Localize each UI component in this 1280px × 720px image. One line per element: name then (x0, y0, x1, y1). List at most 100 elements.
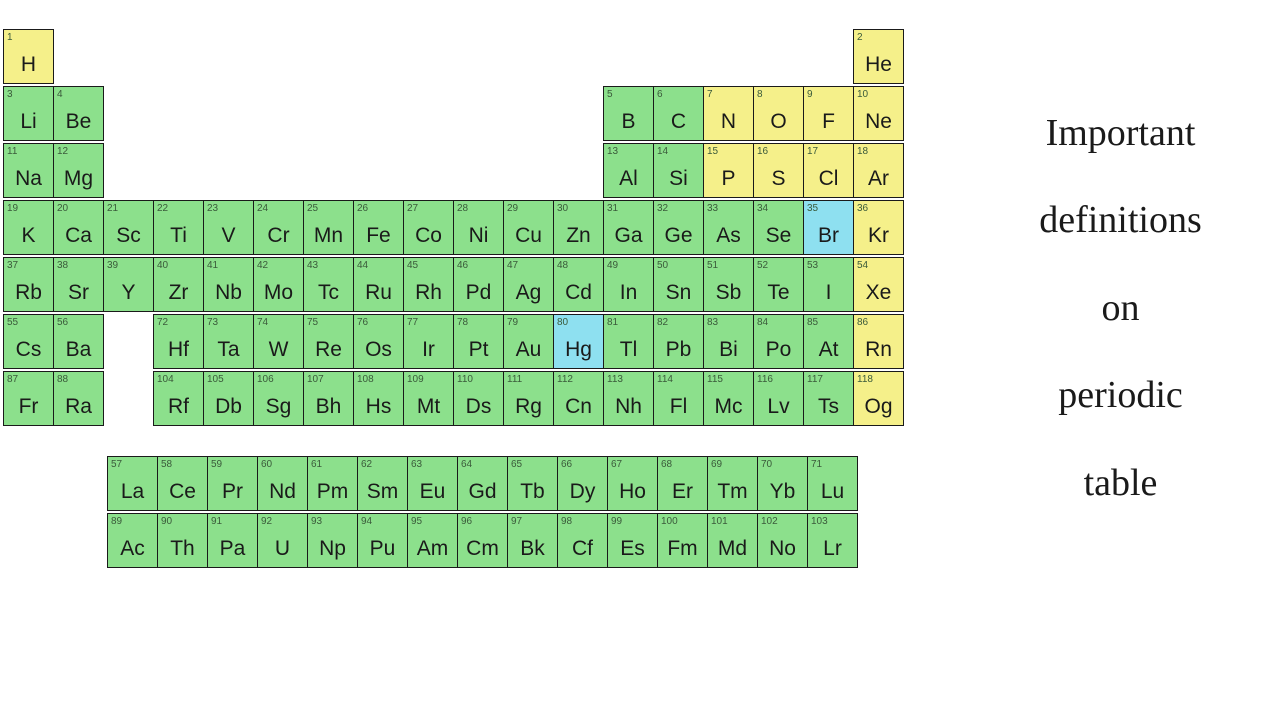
empty-cell (503, 86, 554, 141)
element-symbol: Fe (354, 224, 403, 248)
atomic-number: 37 (7, 260, 18, 271)
element-cell-cs: 55Cs (3, 314, 54, 369)
element-symbol: Zr (154, 281, 203, 305)
element-cell-ne: 10Ne (853, 86, 904, 141)
atomic-number: 38 (57, 260, 68, 271)
element-symbol: V (204, 224, 253, 248)
element-cell-ca: 20Ca (53, 200, 104, 255)
element-symbol: Dy (558, 480, 607, 504)
element-symbol: La (108, 480, 157, 504)
element-cell-cm: 96Cm (457, 513, 508, 568)
element-symbol: Ac (108, 537, 157, 561)
atomic-number: 50 (657, 260, 668, 271)
element-cell-eu: 63Eu (407, 456, 458, 511)
atomic-number: 58 (161, 459, 172, 470)
element-cell-te: 52Te (753, 257, 804, 312)
element-symbol: Cl (804, 167, 853, 191)
element-symbol: Cn (554, 395, 603, 419)
atomic-number: 14 (657, 146, 668, 157)
element-cell-pm: 61Pm (307, 456, 358, 511)
atomic-number: 3 (7, 89, 13, 100)
element-cell-sm: 62Sm (357, 456, 408, 511)
empty-cell (803, 29, 854, 84)
atomic-number: 33 (707, 203, 718, 214)
element-symbol: Gd (458, 480, 507, 504)
atomic-number: 104 (157, 374, 174, 385)
element-symbol: Cd (554, 281, 603, 305)
element-cell-ni: 28Ni (453, 200, 504, 255)
element-cell-v: 23V (203, 200, 254, 255)
element-symbol: Mt (404, 395, 453, 419)
element-symbol: Nd (258, 480, 307, 504)
atomic-number: 16 (757, 146, 768, 157)
element-symbol: Bi (704, 338, 753, 362)
element-symbol: N (704, 110, 753, 134)
element-symbol: Ba (54, 338, 103, 362)
atomic-number: 45 (407, 260, 418, 271)
element-cell-au: 79Au (503, 314, 554, 369)
empty-cell (403, 29, 454, 84)
element-symbol: Mn (304, 224, 353, 248)
element-cell-pu: 94Pu (357, 513, 408, 568)
element-symbol: Lr (808, 537, 857, 561)
element-cell-k: 19K (3, 200, 54, 255)
element-cell-ru: 44Ru (353, 257, 404, 312)
element-symbol: Nb (204, 281, 253, 305)
element-cell-nb: 41Nb (203, 257, 254, 312)
element-cell-db: 105Db (203, 371, 254, 426)
atomic-number: 69 (711, 459, 722, 470)
element-cell-po: 84Po (753, 314, 804, 369)
element-cell-tl: 81Tl (603, 314, 654, 369)
element-cell-pa: 91Pa (207, 513, 258, 568)
element-cell-bh: 107Bh (303, 371, 354, 426)
element-cell-cu: 29Cu (503, 200, 554, 255)
element-symbol: Es (608, 537, 657, 561)
element-symbol: Y (104, 281, 153, 305)
empty-cell (353, 143, 404, 198)
atomic-number: 93 (311, 516, 322, 527)
atomic-number: 61 (311, 459, 322, 470)
element-cell-i: 53I (803, 257, 854, 312)
element-symbol: Rn (854, 338, 903, 362)
element-symbol: Ta (204, 338, 253, 362)
element-symbol: Ho (608, 480, 657, 504)
atomic-number: 29 (507, 203, 518, 214)
atomic-number: 24 (257, 203, 268, 214)
element-symbol: Kr (854, 224, 903, 248)
element-symbol: Bh (304, 395, 353, 419)
atomic-number: 27 (407, 203, 418, 214)
element-symbol: He (854, 53, 903, 77)
element-symbol: Rg (504, 395, 553, 419)
atomic-number: 40 (157, 260, 168, 271)
empty-cell (653, 29, 704, 84)
atomic-number: 36 (857, 203, 868, 214)
atomic-number: 68 (661, 459, 672, 470)
element-cell-pr: 59Pr (207, 456, 258, 511)
element-cell-am: 95Am (407, 513, 458, 568)
element-cell-pt: 78Pt (453, 314, 504, 369)
atomic-number: 113 (607, 374, 623, 385)
element-symbol: Br (804, 224, 853, 248)
element-cell-os: 76Os (353, 314, 404, 369)
table-row: 89Ac90Th91Pa92U93Np94Pu95Am96Cm97Bk98Cf9… (108, 514, 961, 571)
element-symbol: F (804, 110, 853, 134)
element-symbol: Og (854, 395, 903, 419)
atomic-number: 11 (7, 146, 17, 157)
atomic-number: 54 (857, 260, 868, 271)
element-cell-sn: 50Sn (653, 257, 704, 312)
element-cell-dy: 66Dy (557, 456, 608, 511)
element-cell-tc: 43Tc (303, 257, 354, 312)
element-cell-at: 85At (803, 314, 854, 369)
table-row: 55Cs56Ba72Hf73Ta74W75Re76Os77Ir78Pt79Au8… (4, 315, 961, 372)
element-cell-kr: 36 Kr (853, 200, 904, 255)
element-cell-cd: 48Cd (553, 257, 604, 312)
atomic-number: 26 (357, 203, 368, 214)
atomic-number: 99 (611, 516, 622, 527)
empty-cell (303, 29, 354, 84)
element-symbol: Ge (654, 224, 703, 248)
atomic-number: 97 (511, 516, 522, 527)
atomic-number: 35 (807, 203, 818, 214)
element-symbol: Na (4, 167, 53, 191)
atomic-number: 116 (757, 374, 773, 385)
element-symbol: B (604, 110, 653, 134)
